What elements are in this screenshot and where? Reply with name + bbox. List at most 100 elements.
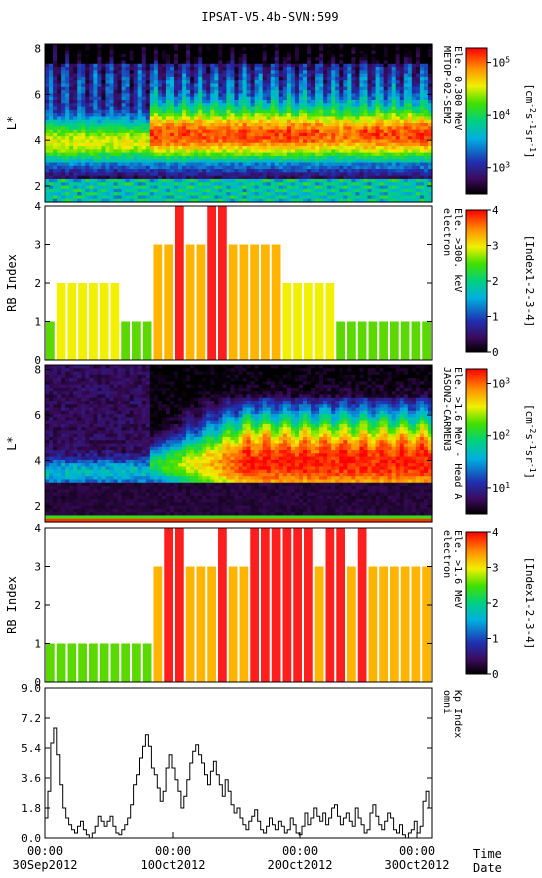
heatmap-cell	[206, 83, 211, 88]
heatmap-cell	[109, 90, 115, 94]
heatmap-cell	[73, 80, 78, 85]
heatmap-cell	[129, 132, 135, 137]
heatmap-cell	[274, 198, 280, 203]
heatmap-cell	[49, 430, 54, 435]
heatmap-cell	[274, 178, 280, 183]
heatmap-cell	[145, 175, 151, 180]
heatmap-cell	[129, 126, 135, 131]
heatmap-cell	[226, 67, 232, 71]
heatmap-cell	[109, 63, 115, 68]
heatmap-cell	[77, 182, 82, 187]
heatmap-cell	[375, 169, 381, 173]
heatmap-cell	[383, 109, 389, 114]
heatmap-cell	[303, 67, 308, 71]
heatmap-cell	[343, 142, 348, 147]
heatmap-cell	[53, 80, 58, 85]
heatmap-cell	[129, 146, 135, 150]
heatmap-cell	[149, 106, 155, 111]
heatmap-cell	[351, 86, 357, 91]
heatmap-cell	[375, 159, 381, 164]
heatmap-cell	[210, 90, 215, 94]
heatmap-cell	[411, 139, 417, 144]
heatmap-cell	[290, 113, 296, 118]
heatmap-cell	[319, 195, 324, 200]
heatmap-cell	[141, 96, 147, 101]
heatmap-cell	[230, 146, 236, 150]
heatmap-cell	[319, 63, 324, 68]
heatmap-cell	[419, 80, 425, 85]
heatmap-cell	[97, 198, 103, 203]
heatmap-cell	[423, 195, 429, 200]
heatmap-cell	[298, 53, 304, 58]
heatmap-cell	[262, 93, 268, 98]
heatmap-cell	[125, 86, 131, 91]
heatmap-cell	[347, 113, 352, 118]
heatmap-cell	[149, 162, 155, 167]
y-tick-label: 4	[34, 200, 41, 213]
heatmap-cell	[403, 57, 409, 62]
heatmap-cell	[290, 132, 296, 137]
heatmap-cell	[109, 80, 115, 85]
heatmap-cell	[399, 60, 405, 65]
heatmap-cell	[65, 149, 70, 154]
heatmap-cell	[351, 73, 357, 78]
heatmap-cell	[319, 57, 324, 62]
heatmap-cell	[282, 90, 288, 94]
rb-bar	[121, 321, 130, 360]
heatmap-cell	[383, 129, 389, 134]
heatmap-cell	[145, 178, 151, 183]
heatmap-cell	[109, 129, 115, 134]
heatmap-cell	[307, 96, 312, 101]
heatmap-cell	[230, 116, 236, 121]
heatmap-cell	[121, 106, 127, 111]
heatmap-cell	[81, 155, 86, 160]
heatmap-cell	[194, 67, 199, 71]
heatmap-cell	[218, 165, 223, 170]
heatmap-cell	[214, 195, 219, 200]
heatmap-cell	[153, 119, 159, 124]
heatmap-cell	[153, 80, 159, 85]
heatmap-cell	[319, 123, 324, 127]
heatmap-cell	[339, 44, 344, 48]
heatmap-cell	[165, 136, 171, 141]
heatmap-cell	[246, 146, 252, 150]
heatmap-cell	[266, 178, 272, 183]
heatmap-cell	[403, 126, 409, 131]
heatmap-cell	[161, 129, 167, 134]
heatmap-cell	[363, 123, 369, 127]
heatmap-cell	[403, 63, 409, 68]
heatmap-cell	[85, 109, 90, 114]
heatmap-cell	[230, 93, 236, 98]
heatmap-cell	[331, 178, 336, 183]
heatmap-cell	[202, 106, 207, 111]
heatmap-cell	[121, 165, 127, 170]
heatmap-cell	[339, 67, 344, 71]
heatmap-cell	[238, 57, 244, 62]
heatmap-cell	[415, 70, 421, 75]
heatmap-cell	[355, 136, 361, 141]
heatmap-cell	[411, 50, 417, 55]
heatmap-cell	[254, 195, 260, 200]
rb-bar	[261, 244, 270, 360]
heatmap-cell	[303, 139, 308, 144]
heatmap-cell	[399, 106, 405, 111]
heatmap-cell	[157, 126, 163, 131]
heatmap-cell	[286, 149, 292, 154]
heatmap-cell	[294, 67, 300, 71]
heatmap-cell	[399, 136, 405, 141]
heatmap-cell	[202, 93, 207, 98]
heatmap-cell	[97, 50, 103, 55]
heatmap-cell	[343, 119, 348, 124]
heatmap-cell	[93, 185, 99, 190]
heatmap-cell	[133, 182, 139, 187]
heatmap-cell	[61, 123, 66, 127]
heatmap-cell	[335, 70, 340, 75]
heatmap-cell	[190, 57, 195, 62]
heatmap-cell	[323, 198, 328, 203]
heatmap-cell	[77, 129, 82, 134]
heatmap-cell	[351, 149, 357, 154]
heatmap-cell	[178, 86, 183, 91]
heatmap-cell	[415, 185, 421, 190]
heatmap-cell	[419, 73, 425, 78]
heatmap-cell	[125, 172, 131, 177]
